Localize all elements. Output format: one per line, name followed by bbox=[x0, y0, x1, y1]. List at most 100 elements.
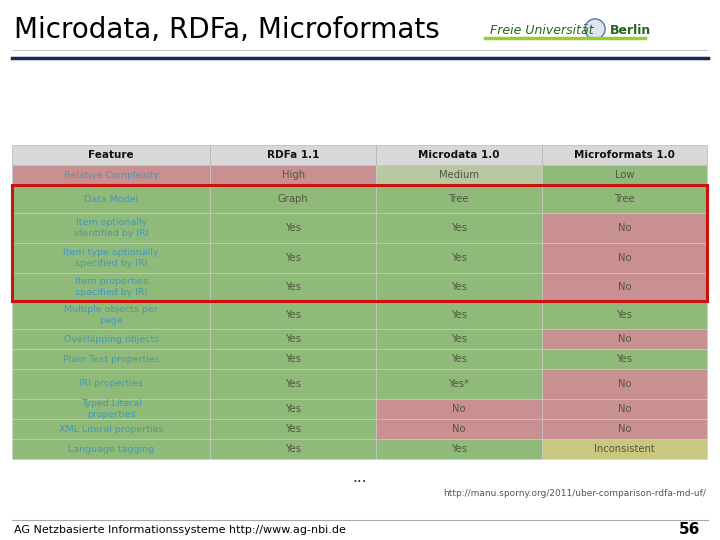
Text: Multiple objects per
page: Multiple objects per page bbox=[64, 305, 158, 325]
Text: Yes: Yes bbox=[285, 379, 301, 389]
Bar bbox=[12, 439, 210, 459]
Bar bbox=[12, 399, 210, 419]
Bar bbox=[376, 419, 541, 439]
Bar bbox=[376, 399, 541, 419]
Text: Berlin: Berlin bbox=[610, 24, 652, 37]
Text: No: No bbox=[618, 334, 631, 344]
Text: 56: 56 bbox=[679, 523, 700, 537]
Bar bbox=[12, 165, 210, 185]
Bar bbox=[210, 273, 376, 301]
Bar bbox=[12, 419, 210, 439]
Bar bbox=[541, 419, 707, 439]
Bar bbox=[210, 439, 376, 459]
Bar bbox=[210, 145, 376, 165]
Text: XML Literal properties: XML Literal properties bbox=[59, 424, 163, 434]
Text: No: No bbox=[618, 379, 631, 389]
Bar bbox=[376, 329, 541, 349]
Text: Yes: Yes bbox=[451, 253, 467, 263]
Text: No: No bbox=[452, 424, 466, 434]
Text: Yes: Yes bbox=[451, 334, 467, 344]
Text: Language tagging: Language tagging bbox=[68, 444, 154, 454]
Text: AG Netzbasierte Informationssysteme http://www.ag-nbi.de: AG Netzbasierte Informationssysteme http… bbox=[14, 525, 346, 535]
Text: No: No bbox=[618, 253, 631, 263]
Text: Medium: Medium bbox=[438, 170, 479, 180]
Text: No: No bbox=[618, 404, 631, 414]
Text: RDFa 1.1: RDFa 1.1 bbox=[267, 150, 320, 160]
Text: Overlapping objects: Overlapping objects bbox=[63, 334, 159, 343]
Bar bbox=[12, 145, 210, 165]
Text: Microformats 1.0: Microformats 1.0 bbox=[574, 150, 675, 160]
Text: Yes: Yes bbox=[285, 223, 301, 233]
Bar bbox=[12, 185, 210, 213]
Text: Yes: Yes bbox=[285, 404, 301, 414]
Bar bbox=[210, 399, 376, 419]
Text: No: No bbox=[618, 223, 631, 233]
Text: IRI properties: IRI properties bbox=[79, 380, 143, 388]
Text: Yes: Yes bbox=[451, 310, 467, 320]
Text: Yes: Yes bbox=[285, 424, 301, 434]
Text: Yes*: Yes* bbox=[449, 379, 469, 389]
Bar bbox=[12, 349, 210, 369]
Text: Tree: Tree bbox=[449, 194, 469, 204]
Bar bbox=[541, 329, 707, 349]
Bar bbox=[12, 301, 210, 329]
Text: ...: ... bbox=[353, 469, 367, 484]
Bar bbox=[210, 213, 376, 243]
Bar bbox=[210, 349, 376, 369]
Text: Inconsistent: Inconsistent bbox=[594, 444, 655, 454]
Text: No: No bbox=[452, 404, 466, 414]
Bar bbox=[541, 273, 707, 301]
Text: http://manu.sporny.org/2011/uber-comparison-rdfa-md-uf/: http://manu.sporny.org/2011/uber-compari… bbox=[443, 489, 706, 497]
Bar bbox=[12, 243, 210, 273]
Bar bbox=[210, 165, 376, 185]
Bar bbox=[12, 329, 210, 349]
Text: Item properties
specified by IRI: Item properties specified by IRI bbox=[75, 278, 148, 296]
Text: Yes: Yes bbox=[285, 444, 301, 454]
Bar bbox=[210, 419, 376, 439]
Bar bbox=[541, 399, 707, 419]
Bar bbox=[541, 243, 707, 273]
Text: Item type optionally
specified by IRI: Item type optionally specified by IRI bbox=[63, 248, 159, 268]
Bar bbox=[541, 439, 707, 459]
Text: Yes: Yes bbox=[616, 310, 632, 320]
Bar bbox=[376, 243, 541, 273]
Bar bbox=[376, 213, 541, 243]
Bar bbox=[541, 301, 707, 329]
Text: Yes: Yes bbox=[616, 354, 632, 364]
Text: Graph: Graph bbox=[278, 194, 308, 204]
Bar bbox=[541, 145, 707, 165]
Text: Freie Universität: Freie Universität bbox=[490, 24, 593, 37]
Bar bbox=[376, 369, 541, 399]
Text: No: No bbox=[618, 282, 631, 292]
Bar bbox=[210, 301, 376, 329]
Bar bbox=[541, 213, 707, 243]
Bar bbox=[210, 369, 376, 399]
Bar bbox=[541, 185, 707, 213]
Text: Item optionally
identified by IRI: Item optionally identified by IRI bbox=[74, 218, 148, 238]
Bar bbox=[12, 369, 210, 399]
Bar bbox=[376, 185, 541, 213]
Bar bbox=[210, 185, 376, 213]
Text: Data Model: Data Model bbox=[84, 194, 138, 204]
Text: Yes: Yes bbox=[285, 282, 301, 292]
Text: Microdata 1.0: Microdata 1.0 bbox=[418, 150, 500, 160]
Bar bbox=[376, 273, 541, 301]
Bar bbox=[12, 185, 707, 301]
Text: Typed Literal
properties: Typed Literal properties bbox=[81, 399, 142, 418]
Text: Microdata, RDFa, Microformats: Microdata, RDFa, Microformats bbox=[14, 16, 440, 44]
Text: Yes: Yes bbox=[285, 354, 301, 364]
Bar bbox=[376, 439, 541, 459]
Bar bbox=[541, 349, 707, 369]
Text: Yes: Yes bbox=[285, 310, 301, 320]
Text: Yes: Yes bbox=[451, 223, 467, 233]
Text: Yes: Yes bbox=[285, 253, 301, 263]
Bar bbox=[541, 165, 707, 185]
Bar bbox=[376, 165, 541, 185]
Text: Feature: Feature bbox=[89, 150, 134, 160]
Bar bbox=[376, 301, 541, 329]
Bar bbox=[210, 329, 376, 349]
Text: Yes: Yes bbox=[285, 334, 301, 344]
Bar bbox=[210, 243, 376, 273]
Bar bbox=[541, 369, 707, 399]
Text: Yes: Yes bbox=[451, 282, 467, 292]
